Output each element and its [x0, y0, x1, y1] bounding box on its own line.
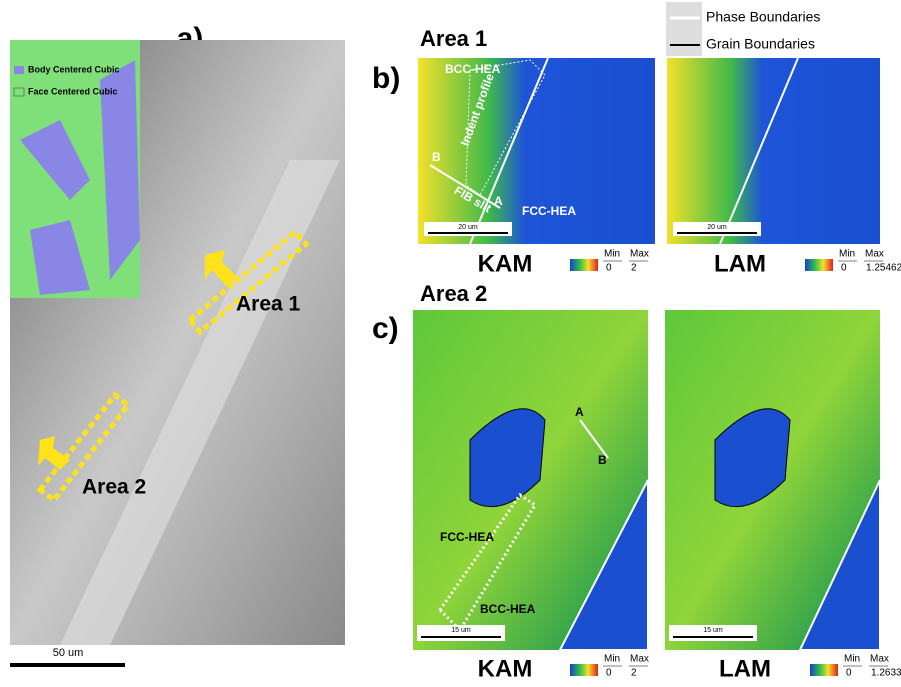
colorbar: [805, 259, 833, 271]
min-label: Min: [844, 654, 860, 665]
panel-title: Area 1: [420, 26, 487, 51]
panel-label: c): [372, 312, 399, 345]
scale-label: 50 um: [53, 647, 84, 659]
max-label: Max: [865, 249, 884, 260]
min-label: Min: [839, 249, 855, 260]
map-name: KAM: [478, 250, 533, 277]
annotation: Area 1: [236, 293, 301, 316]
legend-label: Grain Boundaries: [706, 36, 815, 52]
legend-label: Phase Boundaries: [706, 9, 820, 25]
min-value: 0: [841, 263, 847, 274]
colorbar: [570, 259, 598, 271]
panel-label: b): [372, 62, 400, 95]
map-label: FCC-HEA: [522, 204, 576, 218]
legend-label: Body Centered Cubic: [28, 64, 120, 74]
scale-label: 15 um: [451, 627, 471, 634]
map-name: LAM: [719, 655, 771, 682]
legend-box: [666, 2, 702, 56]
legend-label: Face Centered Cubic: [28, 86, 118, 96]
map-label: B: [598, 453, 607, 467]
map-name: LAM: [714, 250, 766, 277]
max-label: Max: [630, 249, 649, 260]
map-label: A: [575, 405, 584, 419]
min-value: 0: [606, 668, 612, 679]
scale-label: 20 um: [707, 224, 727, 231]
max-value: 2: [631, 263, 637, 274]
max-value: 2: [631, 668, 637, 679]
max-label: Max: [630, 654, 649, 665]
max-value: 1.26331: [871, 668, 901, 679]
legend-swatch: [14, 66, 24, 74]
map-label: BCC-HEA: [445, 62, 501, 76]
min-label: Min: [604, 249, 620, 260]
legend-swatch: [14, 88, 24, 96]
scale-label: 20 um: [458, 224, 478, 231]
panel-title: Area 2: [420, 281, 487, 306]
min-label: Min: [604, 654, 620, 665]
colorbar: [570, 664, 598, 676]
lam-map: [667, 58, 880, 244]
figure: a) Body Centered Cubic Face Centered Cub…: [0, 0, 901, 687]
map-label: B: [432, 150, 441, 164]
map-name: KAM: [478, 655, 533, 682]
max-value: 1.25462: [866, 263, 901, 274]
map-label: A: [494, 194, 503, 208]
min-value: 0: [606, 263, 612, 274]
max-label: Max: [870, 654, 889, 665]
annotation: Area 2: [82, 476, 146, 499]
page: a) Body Centered Cubic Face Centered Cub…: [0, 0, 901, 687]
min-value: 0: [846, 668, 852, 679]
map-label: BCC-HEA: [480, 602, 536, 616]
colorbar: [810, 664, 838, 676]
map-label: FCC-HEA: [440, 530, 494, 544]
scale-label: 15 um: [703, 627, 723, 634]
